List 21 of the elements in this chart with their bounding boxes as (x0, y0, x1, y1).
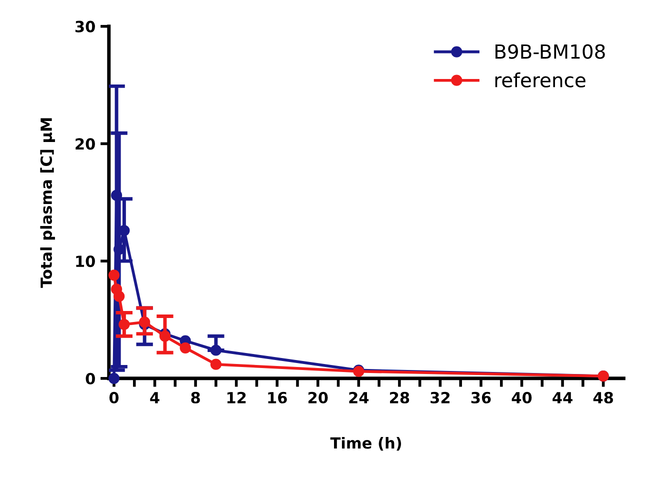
x-tick-label: 40 (512, 392, 532, 404)
x-tick-label: 12 (227, 392, 246, 404)
y-tick-label: 30 (75, 20, 95, 32)
y-axis-title: Total plasma [C] µM (40, 118, 55, 288)
x-tick-label: 20 (308, 392, 328, 404)
x-tick-label: 4 (150, 392, 160, 404)
x-axis-title: Time (h) (330, 436, 402, 451)
legend-label: reference (495, 72, 586, 88)
x-tick-label: 32 (430, 392, 450, 404)
x-tick-label: 24 (349, 392, 369, 404)
legend-label: B9B-BM108 (496, 44, 605, 59)
x-tick-label: 44 (552, 392, 572, 404)
x-tick-label: 28 (390, 392, 410, 404)
x-tick-label: 36 (471, 392, 491, 404)
y-tick-label: 10 (76, 256, 95, 268)
x-tick-label: 48 (593, 392, 613, 404)
x-tick-label: 8 (191, 392, 200, 404)
y-tick-label: 0 (86, 372, 95, 384)
x-tick-label: 0 (109, 392, 119, 404)
x-tick-label: 16 (268, 392, 287, 404)
y-tick-label: 20 (76, 138, 95, 150)
